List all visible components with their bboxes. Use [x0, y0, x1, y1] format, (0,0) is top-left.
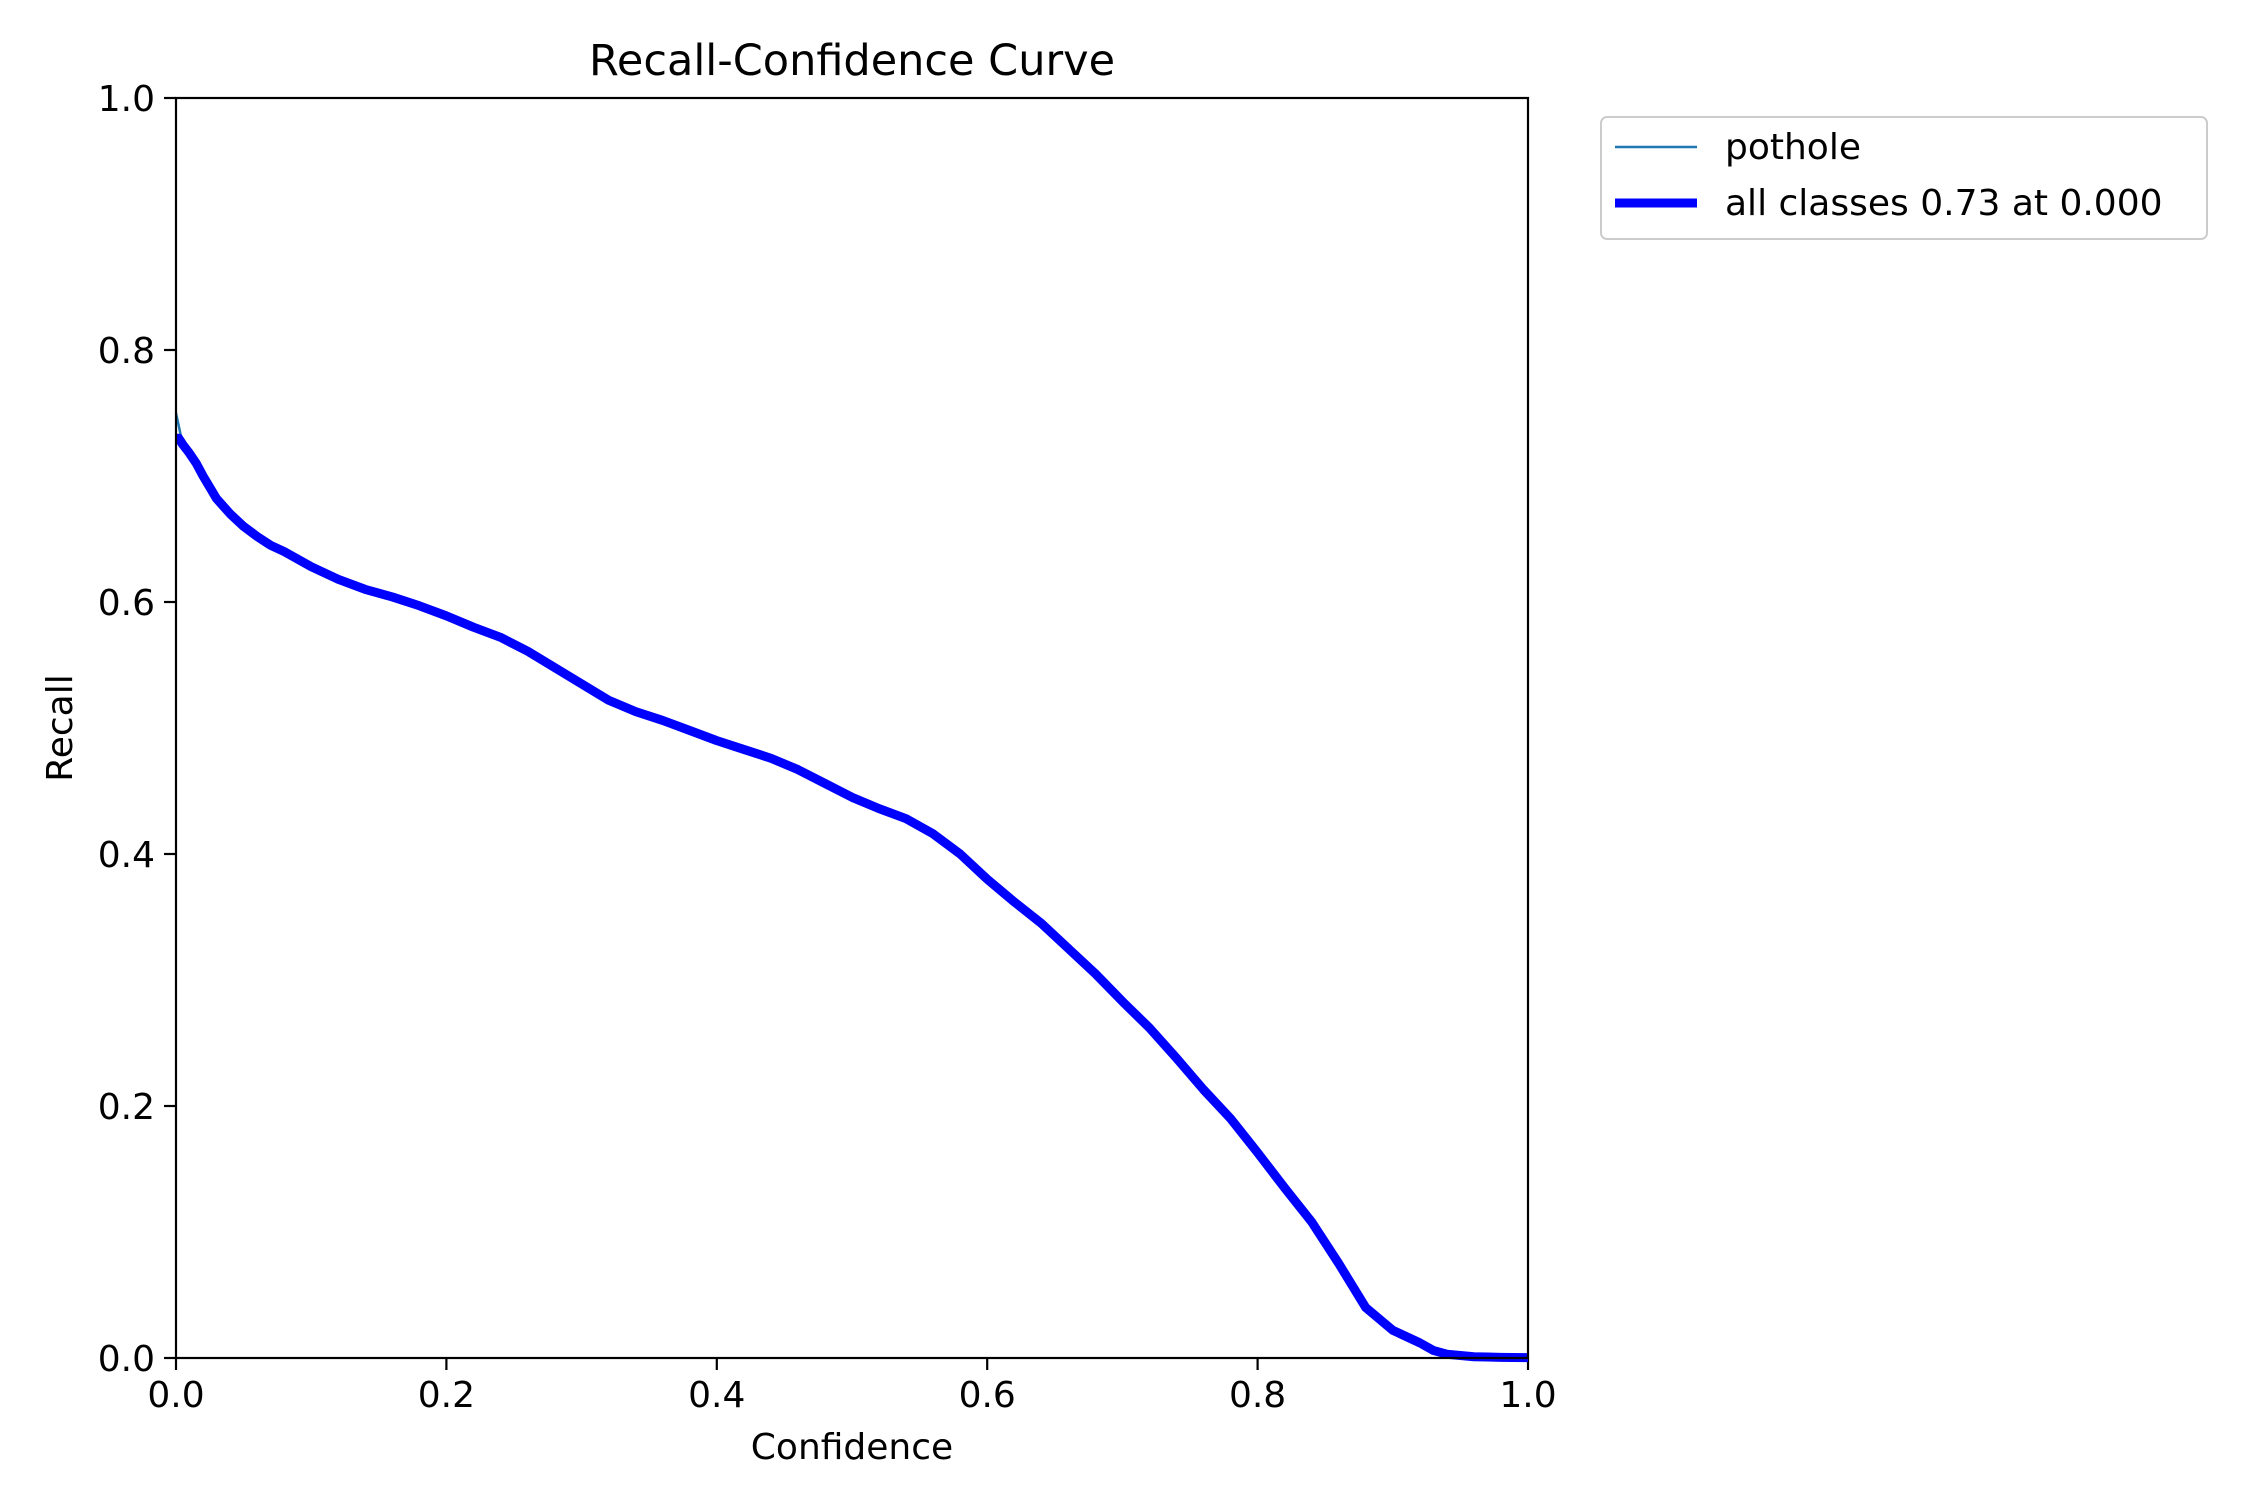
y-tick-label: 0.2 — [98, 1087, 155, 1128]
y-axis-label: Recall — [40, 674, 81, 781]
x-tick-label: 0.0 — [147, 1375, 204, 1416]
y-tick-label: 0.6 — [98, 583, 155, 624]
plot-frame — [174, 96, 1530, 1360]
x-tick-label: 0.8 — [1229, 1375, 1286, 1416]
x-tick-label: 1.0 — [1499, 1375, 1556, 1416]
x-axis-label: Confidence — [751, 1427, 953, 1468]
chart-title: Recall-Confidence Curve — [589, 36, 1115, 86]
x-tick-label: 0.6 — [959, 1375, 1016, 1416]
legend: pothole all classes 0.73 at 0.000 — [1600, 116, 2208, 240]
y-tick-label: 0.4 — [98, 835, 155, 876]
legend-label-pothole: pothole — [1725, 127, 1861, 168]
legend-box — [1600, 116, 2208, 240]
series-layer — [174, 412, 1529, 1363]
series-line-pothole — [174, 412, 1529, 1359]
x-tick-label: 0.4 — [688, 1375, 745, 1416]
legend-label-all-classes: all classes 0.73 at 0.000 — [1725, 183, 2163, 224]
y-tick-label: 0.8 — [98, 331, 155, 372]
x-axis-ticks: 0.0 0.2 0.4 0.6 0.8 1.0 — [147, 1358, 1557, 1416]
y-tick-label: 1.0 — [98, 79, 155, 120]
x-tick-label: 0.2 — [418, 1375, 475, 1416]
series-line-all — [174, 433, 1529, 1363]
y-axis-ticks: 0.0 0.2 0.4 0.6 0.8 1.0 — [98, 79, 176, 1380]
y-tick-label: 0.0 — [98, 1339, 155, 1380]
